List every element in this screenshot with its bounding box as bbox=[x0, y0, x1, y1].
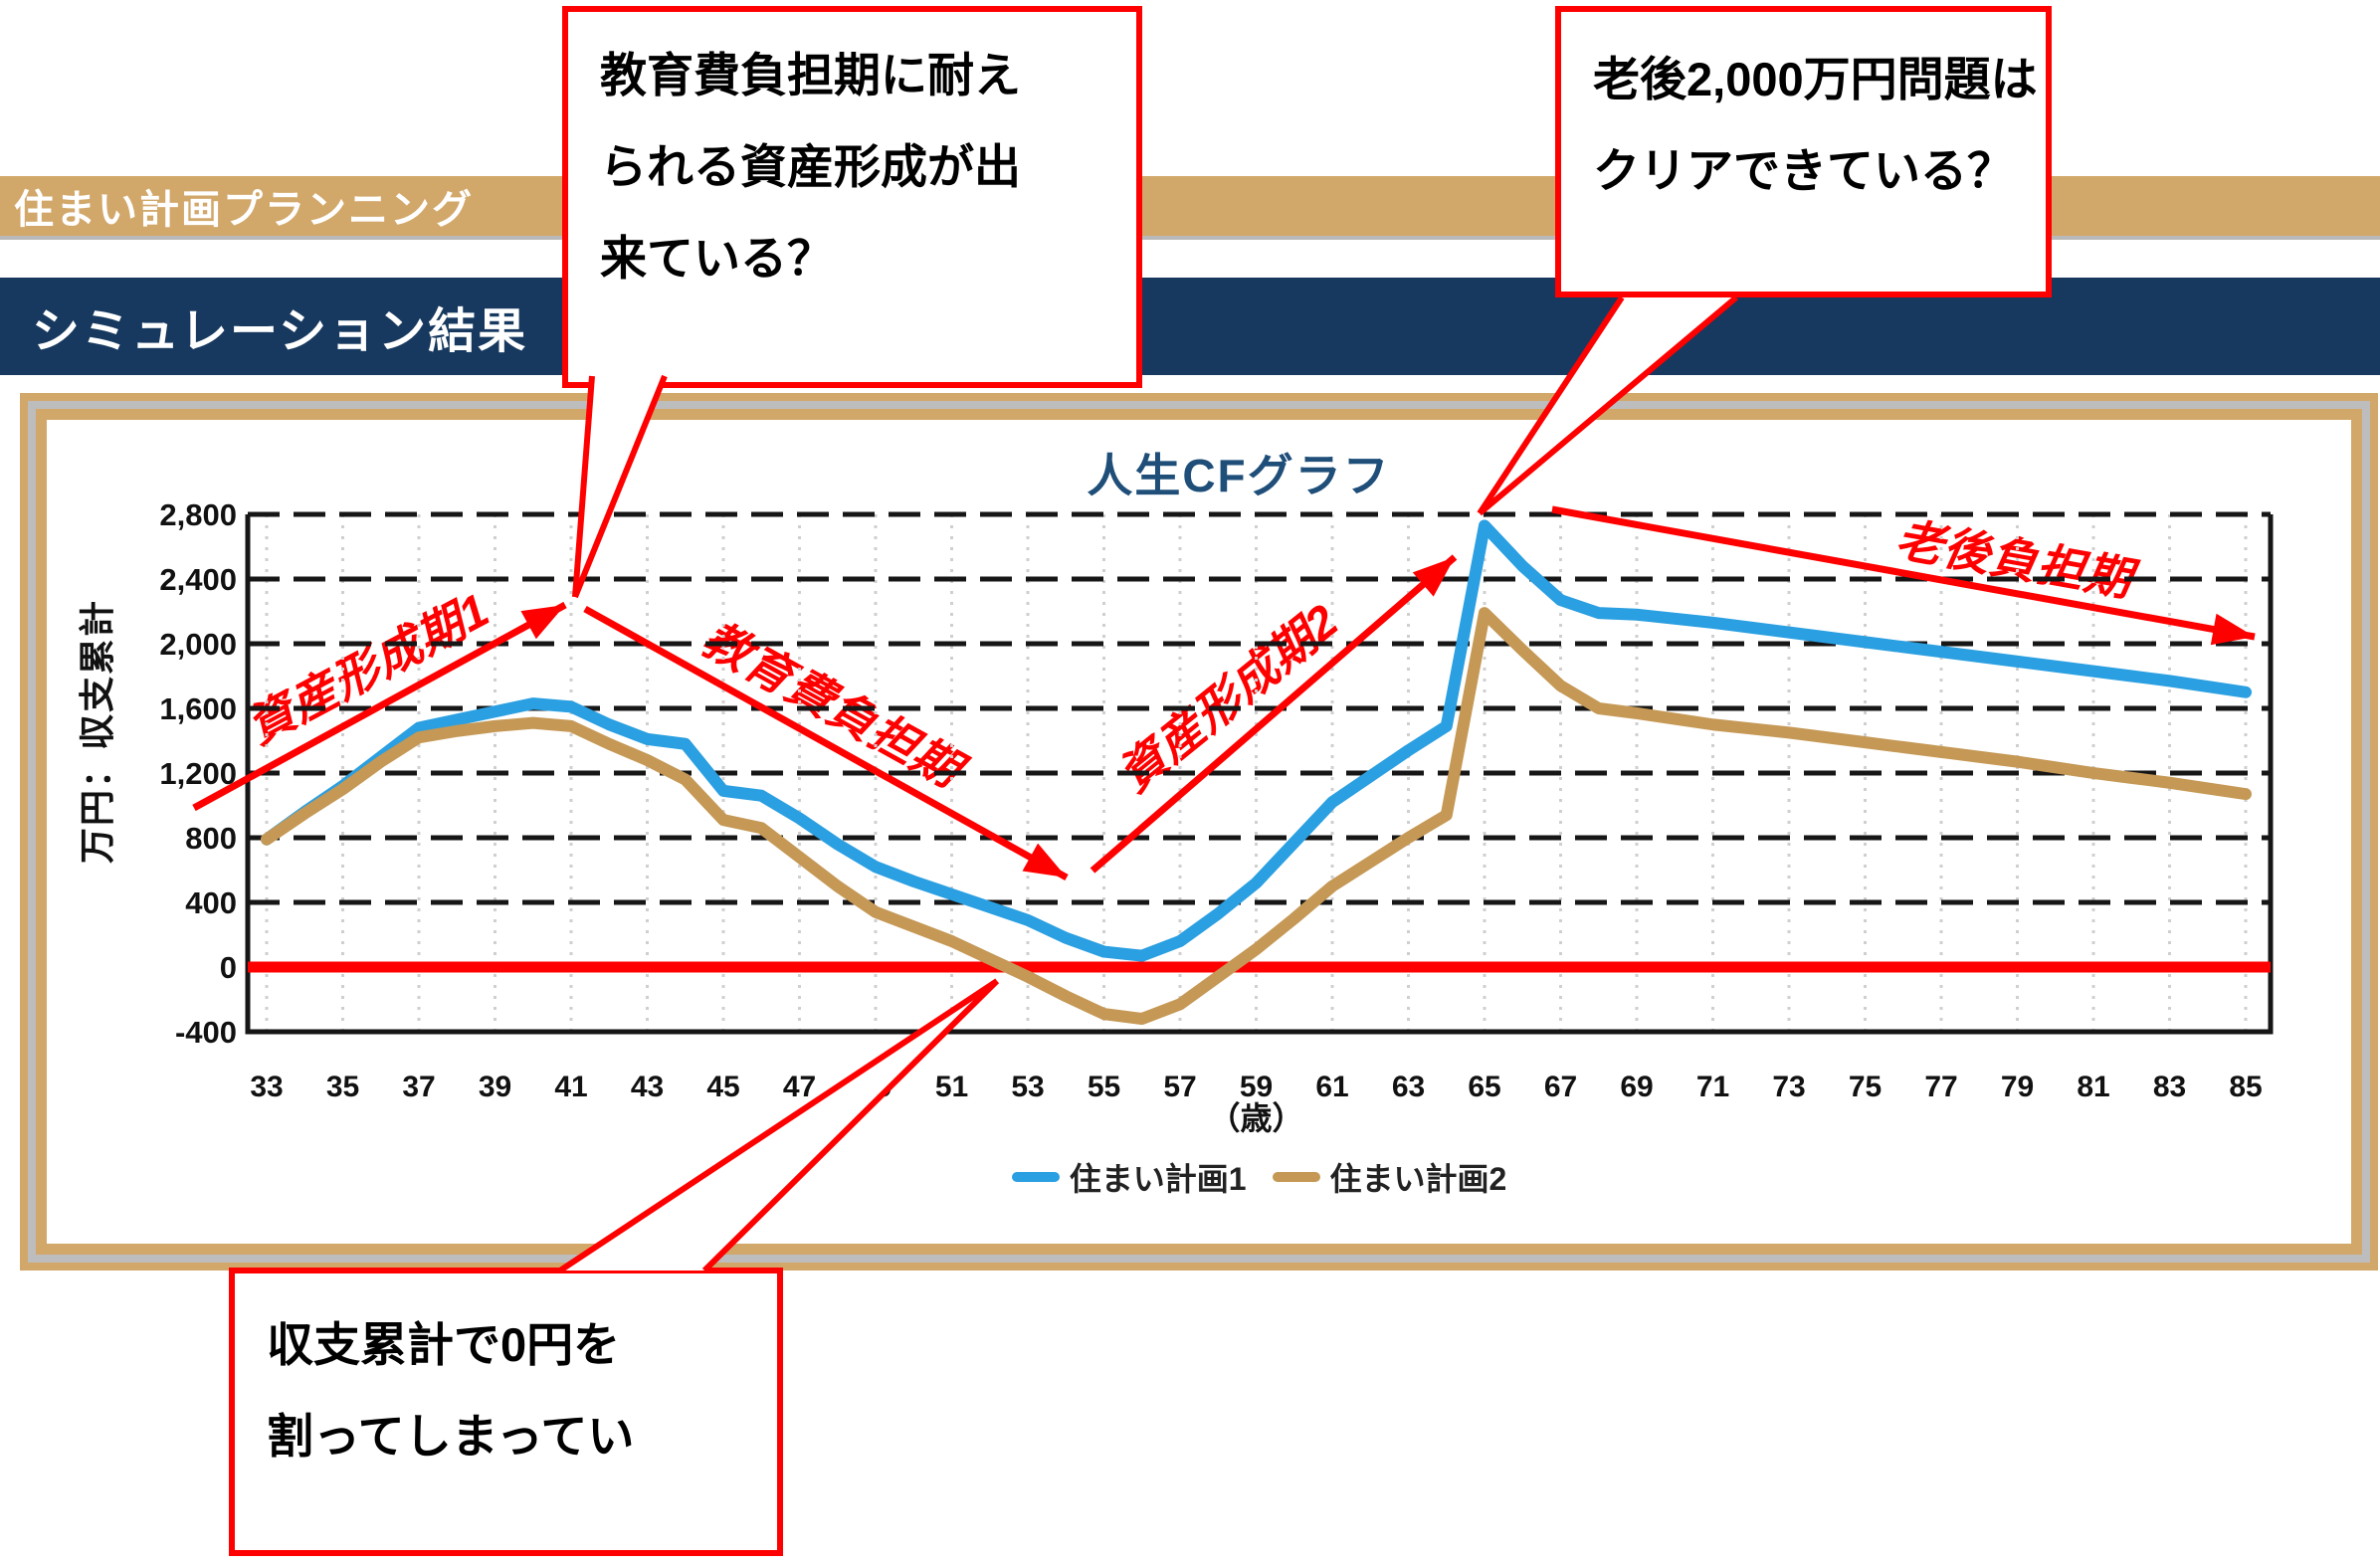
callout-text-line: 割ってしまってい bbox=[267, 1410, 635, 1463]
chart-title: 人生CFグラフ bbox=[1087, 450, 1391, 501]
callout-text-line: られる資産形成が出 bbox=[600, 140, 1021, 193]
callout-text-line: 老後2,000万円問題は bbox=[1593, 53, 2038, 105]
chart-legend: 住まい計画1 住まい計画2 bbox=[248, 1154, 2271, 1200]
legend-item-plan1: 住まい計画1 bbox=[1011, 1154, 1247, 1200]
legend-label-plan2: 住まい計画2 bbox=[1329, 1161, 1507, 1197]
legend-marker-plan2 bbox=[1272, 1172, 1320, 1182]
legend-label-plan1: 住まい計画1 bbox=[1069, 1161, 1247, 1197]
y-axis-title: 万円：収支累計 bbox=[77, 598, 117, 865]
app-title: 住まい計画プランニング bbox=[14, 188, 474, 232]
callout-text-line: 教育費負担期に耐え bbox=[600, 49, 1021, 101]
section-title: シミュレーション結果 bbox=[32, 305, 528, 358]
callout-deficit-zero: 収支累計で0円を 割ってしまってい bbox=[229, 1268, 783, 1556]
legend-item-plan2: 住まい計画2 bbox=[1272, 1154, 1507, 1200]
callout-text-line: 来ている？ bbox=[600, 232, 834, 285]
legend-marker-plan1 bbox=[1011, 1172, 1060, 1182]
callout-text-line: 収支累計で0円を bbox=[267, 1318, 621, 1371]
callout-education-burden: 教育費負担期に耐え られる資産形成が出 来ている？ bbox=[562, 6, 1142, 388]
callout-retirement-2000: 老後2,000万円問題は クリアできている？ bbox=[1555, 6, 2052, 297]
callout-text-line: クリアできている？ bbox=[1593, 144, 2014, 197]
